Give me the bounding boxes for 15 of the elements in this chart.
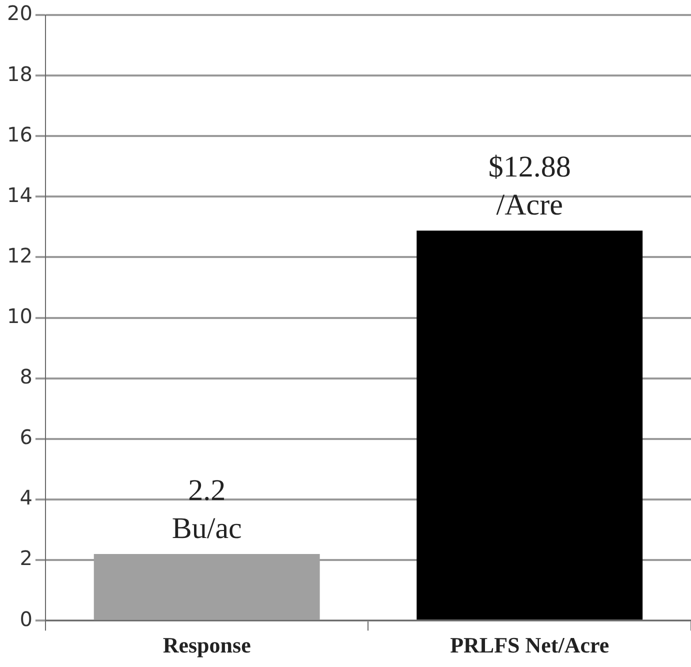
y-tick-label: 16 bbox=[6, 122, 32, 146]
y-tick-label: 14 bbox=[6, 182, 32, 207]
x-tick-label: Response bbox=[162, 632, 252, 658]
y-tick-label: 20 bbox=[6, 1, 32, 26]
y-tick-label: 6 bbox=[20, 425, 32, 450]
data-label: $12.88 /Acre bbox=[488, 150, 571, 222]
data-label: 2.2 Bu/ac bbox=[172, 474, 242, 545]
y-tick-label: 0 bbox=[20, 606, 32, 631]
y-tick-label: 12 bbox=[6, 243, 32, 268]
x-tick-label: PRLFS Net/Acre bbox=[450, 632, 610, 658]
y-tick-label: 2 bbox=[20, 546, 32, 570]
y-tick-label: 10 bbox=[6, 304, 32, 328]
y-tick-label: 4 bbox=[20, 486, 32, 510]
y-tick-label: 18 bbox=[6, 62, 32, 86]
y-tick-label: 8 bbox=[20, 364, 32, 389]
